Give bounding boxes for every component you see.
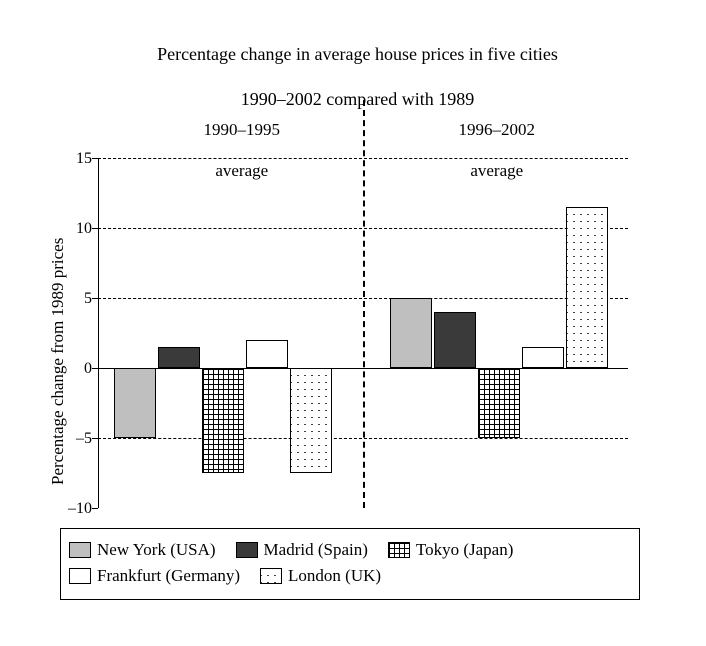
group-label-left-line1: 1990–1995 [204, 120, 281, 139]
bar-p1-madrid [158, 347, 200, 368]
bar-p2-london [566, 207, 608, 368]
y-tick-label: 15 [58, 150, 92, 168]
bar-p2-new_york [390, 298, 432, 368]
legend-swatch-tokyo [388, 542, 410, 558]
y-tick-label: –10 [58, 500, 92, 518]
legend-label-new_york: New York (USA) [97, 540, 216, 560]
legend-label-tokyo: Tokyo (Japan) [416, 540, 513, 560]
legend-label-frankfurt: Frankfurt (Germany) [97, 566, 240, 586]
legend-item-frankfurt: Frankfurt (Germany) [69, 566, 240, 586]
bar-p2-tokyo [478, 368, 520, 438]
y-tick [92, 298, 98, 299]
y-tick [92, 368, 98, 369]
y-tick-label: 10 [58, 220, 92, 238]
y-tick-label: –5 [58, 430, 92, 448]
group-separator [363, 100, 365, 508]
y-tick-label: 0 [58, 360, 92, 378]
bar-p1-london [290, 368, 332, 473]
group-label-right-line1: 1996–2002 [459, 120, 536, 139]
legend-label-london: London (UK) [288, 566, 381, 586]
y-tick [92, 438, 98, 439]
legend-swatch-new_york [69, 542, 91, 558]
legend: New York (USA) Madrid (Spain) Tokyo (Japan… [60, 528, 640, 600]
legend-label-madrid: Madrid (Spain) [264, 540, 368, 560]
legend-item-london: London (UK) [260, 566, 381, 586]
chart-title: Percentage change in average house price… [0, 20, 706, 110]
bar-p2-madrid [434, 312, 476, 368]
bar-p1-tokyo [202, 368, 244, 473]
y-tick [92, 508, 98, 509]
y-axis-line [98, 158, 99, 508]
bar-p2-frankfurt [522, 347, 564, 368]
legend-item-new_york: New York (USA) [69, 540, 216, 560]
legend-swatch-frankfurt [69, 568, 91, 584]
chart-title-line1: Percentage change in average house price… [157, 44, 558, 64]
legend-swatch-london [260, 568, 282, 584]
y-tick [92, 158, 98, 159]
bar-p1-frankfurt [246, 340, 288, 368]
legend-item-tokyo: Tokyo (Japan) [388, 540, 513, 560]
bar-p1-new_york [114, 368, 156, 438]
y-tick [92, 228, 98, 229]
legend-swatch-madrid [236, 542, 258, 558]
legend-item-madrid: Madrid (Spain) [236, 540, 368, 560]
y-tick-label: 5 [58, 290, 92, 308]
